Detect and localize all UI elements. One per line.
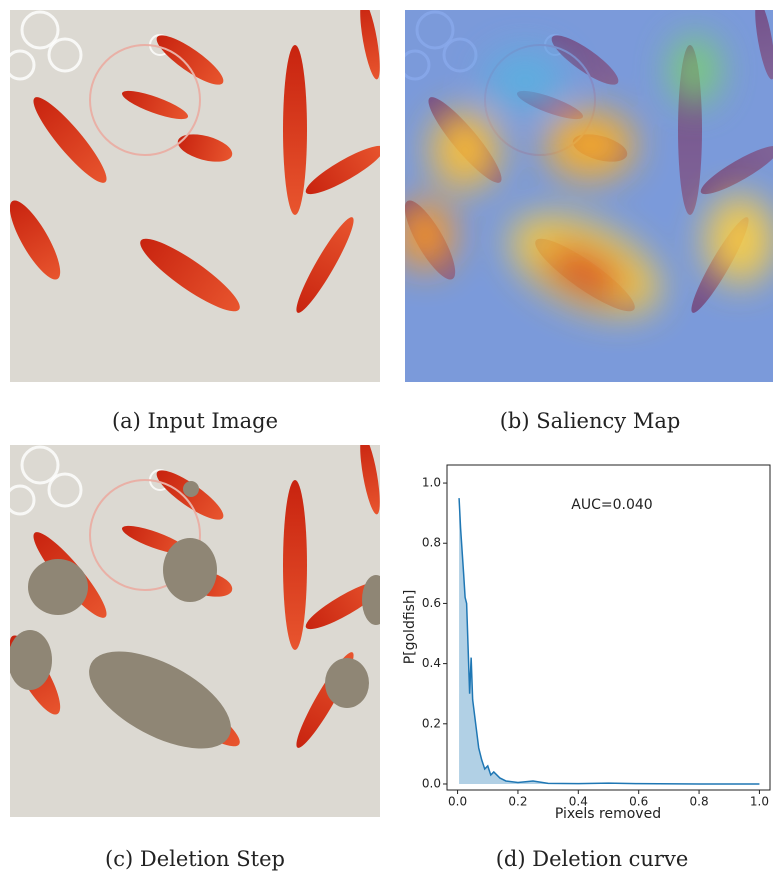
annotation: AUC=0.040 [571,497,652,513]
caption: (d) Deletion curve [496,847,689,871]
x-tick-label: 0.2 [508,795,527,809]
y-tick-label: 0.6 [422,596,441,610]
y-axis-label: P[goldfish] [402,590,418,665]
caption: (a) Input Image [112,409,278,433]
x-tick-label: 0.0 [448,795,467,809]
x-tick-label: 0.4 [569,795,588,809]
deletion-chart: AUC=0.040 Pixels removed P[goldfish] 0.0… [402,465,770,822]
input-image [1,0,389,382]
caption: (b) Saliency Map [500,409,681,433]
caption: (c) Deletion Step [105,847,285,871]
y-tick-label: 0.4 [422,656,441,670]
y-tick-label: 1.0 [422,476,441,490]
x-tick-label: 0.6 [629,795,648,809]
saliency-map [395,0,773,382]
y-tick-label: 0.2 [422,716,441,730]
x-tick-label: 1.0 [750,795,769,809]
plot-frame [447,465,770,790]
deletion-step-image [1,434,390,817]
x-tick-label: 0.8 [690,795,709,809]
figure: (a) Input Image (b) Saliency Map (c) Del… [0,0,773,877]
y-tick-label: 0.8 [422,536,441,550]
y-tick-label: 0.0 [422,776,441,790]
